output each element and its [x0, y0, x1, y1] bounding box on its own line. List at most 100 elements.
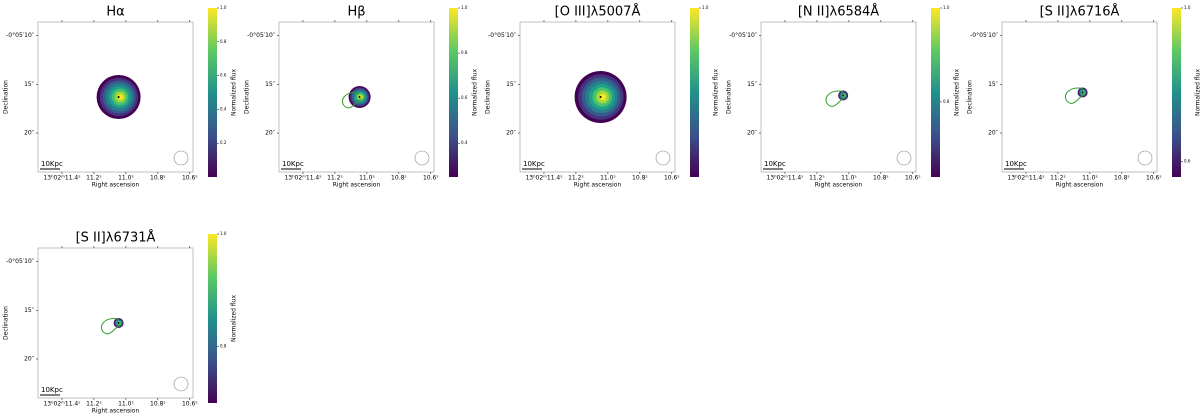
colorbar-tick-label: 1.0 — [1184, 5, 1191, 10]
x-tick-label: 11.0ˢ — [359, 175, 375, 182]
y-axis-label: Declination — [485, 80, 492, 114]
x-tick-label: 10.8ˢ — [150, 175, 166, 182]
x-tick-label: 11.0ˢ — [600, 175, 616, 182]
y-axis-label: Declination — [3, 80, 10, 114]
axes-frame — [1001, 21, 1158, 173]
beam — [173, 150, 189, 166]
y-tick-label: -0°05′10″ — [247, 32, 276, 39]
x-tick-label: 10.6ˢ — [905, 175, 921, 182]
x-tick-label: 11.2ˢ — [86, 175, 102, 182]
beam — [1137, 150, 1153, 166]
y-axis-label: Declination — [3, 306, 10, 340]
x-tick-label: 11.2ˢ — [568, 175, 584, 182]
y-tick-label: -0°05′10″ — [970, 32, 999, 39]
colorbar-tick-label: 0.8 — [220, 39, 227, 44]
panel-title: Hα — [106, 5, 124, 20]
panel-title: [S II]λ6716Å — [1040, 4, 1120, 20]
emission-peak — [117, 322, 120, 324]
emission-map — [599, 93, 607, 101]
contour — [100, 317, 121, 335]
colorbar-tick-label: 0.6 — [220, 73, 227, 78]
y-tick-label: 15″ — [988, 81, 999, 88]
scalebar-label: 10Kpc — [41, 386, 63, 394]
y-tick-label: 15″ — [506, 81, 517, 88]
y-tick-label: 15″ — [24, 307, 35, 314]
x-tick-label: 13ʰ02ᵐ11.4ˢ — [525, 175, 562, 182]
contour — [825, 90, 846, 107]
panel-title: Hβ — [347, 5, 365, 20]
y-tick-label: 20″ — [747, 130, 758, 137]
colorbar-tick-label: 0.8 — [461, 50, 468, 55]
x-tick-label: 11.0ˢ — [118, 401, 134, 408]
contour — [341, 91, 362, 109]
x-tick-label: 11.0ˢ — [841, 175, 857, 182]
colorbar — [208, 234, 217, 403]
x-tick-label: 13ʰ02ᵐ11.4ˢ — [43, 175, 80, 182]
colorbar-tick-label: 0.6 — [461, 95, 468, 100]
colorbar-tick-label: 0.6 — [1184, 159, 1191, 164]
emission-peak — [599, 96, 602, 98]
x-tick-label: 11.0ˢ — [118, 175, 134, 182]
beam — [655, 150, 671, 166]
colorbar-tick-label: 0.4 — [220, 106, 227, 111]
colorbar — [1172, 8, 1181, 177]
x-tick-label: 11.2ˢ — [327, 175, 343, 182]
colorbar-label: Normalized flux — [713, 69, 720, 117]
x-tick-label: 11.2ˢ — [809, 175, 825, 182]
x-axis-label: Right ascension — [92, 408, 140, 415]
emission-peak — [358, 96, 361, 98]
contour — [1064, 87, 1085, 104]
emission-peak — [842, 94, 845, 97]
x-tick-label: 13ʰ02ᵐ11.4ˢ — [43, 401, 80, 408]
y-tick-label: 15″ — [747, 81, 758, 88]
emission-peak — [117, 96, 120, 98]
colorbar-label: Normalized flux — [231, 295, 238, 343]
scalebar-label: 10Kpc — [1005, 160, 1027, 168]
colorbar-tick-label: 1.0 — [702, 5, 709, 10]
x-tick-label: 13ʰ02ᵐ11.4ˢ — [284, 175, 321, 182]
colorbar-tick-label: 0.4 — [461, 140, 468, 145]
colorbar — [931, 8, 940, 177]
panel-title: [O III]λ5007Å — [555, 4, 641, 20]
x-tick-label: 10.6ˢ — [423, 175, 439, 182]
y-tick-label: -0°05′10″ — [6, 258, 35, 265]
x-tick-label: 10.8ˢ — [391, 175, 407, 182]
y-tick-label: -0°05′10″ — [729, 32, 758, 39]
panel-title: [N II]λ6584Å — [798, 4, 879, 20]
x-tick-label: 13ʰ02ᵐ11.4ˢ — [766, 175, 803, 182]
x-axis-label: Right ascension — [333, 182, 381, 189]
x-axis-label: Right ascension — [92, 182, 140, 189]
x-tick-label: 13ʰ02ᵐ11.4ˢ — [1007, 175, 1044, 182]
colorbar-label: Normalized flux — [954, 69, 961, 117]
y-axis-label: Declination — [244, 80, 251, 114]
x-tick-label: 10.8ˢ — [873, 175, 889, 182]
colorbar-tick-label: 0.2 — [220, 140, 227, 145]
y-tick-label: -0°05′10″ — [6, 32, 35, 39]
x-axis-label: Right ascension — [815, 182, 863, 189]
colorbar-tick-label: 0.8 — [943, 99, 950, 104]
y-axis-label: Declination — [967, 80, 974, 114]
colorbar — [208, 8, 217, 177]
beam — [896, 150, 912, 166]
x-tick-label: 10.6ˢ — [664, 175, 680, 182]
y-tick-label: 15″ — [24, 81, 35, 88]
colorbar — [690, 8, 699, 177]
y-tick-label: 20″ — [24, 130, 35, 137]
beam — [414, 150, 430, 166]
colorbar-tick-label: 1.0 — [220, 5, 227, 10]
scalebar-label: 10Kpc — [523, 160, 545, 168]
y-tick-label: 20″ — [265, 130, 276, 137]
y-tick-label: -0°05′10″ — [488, 32, 517, 39]
scalebar-label: 10Kpc — [282, 160, 304, 168]
y-tick-label: 20″ — [988, 130, 999, 137]
x-tick-label: 10.8ˢ — [1114, 175, 1130, 182]
y-tick-label: 15″ — [265, 81, 276, 88]
x-tick-label: 10.8ˢ — [632, 175, 648, 182]
panel-title: [S II]λ6731Å — [76, 230, 156, 246]
x-axis-label: Right ascension — [574, 182, 622, 189]
y-tick-label: 20″ — [506, 130, 517, 137]
x-tick-label: 10.8ˢ — [150, 401, 166, 408]
x-axis-label: Right ascension — [1056, 182, 1104, 189]
colorbar-tick-label: 1.0 — [943, 5, 950, 10]
colorbar-label: Normalized flux — [1195, 69, 1200, 117]
